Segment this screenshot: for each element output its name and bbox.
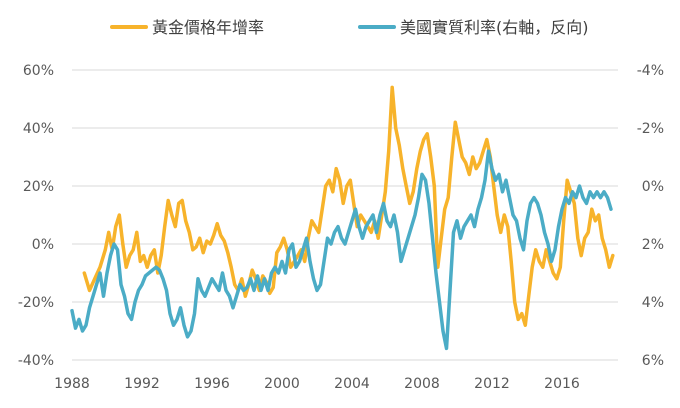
y-right-tick-label: -4% (637, 63, 664, 79)
y-left-tick-label: -20% (18, 295, 54, 311)
x-tick-label: 1988 (54, 376, 90, 392)
series-line-us-real-rate (70, 149, 613, 351)
y-left-tick-label: 40% (23, 121, 54, 137)
y-right-tick-label: 0% (642, 179, 664, 195)
series-line-gold-yoy (82, 85, 615, 327)
x-tick-label: 2000 (264, 376, 300, 392)
legend-label: 黃金價格年增率 (152, 18, 264, 37)
series-layer (70, 85, 615, 351)
x-tick-label: 1996 (194, 376, 230, 392)
x-tick-label: 2012 (474, 376, 510, 392)
y-right-tick-label: 2% (642, 237, 664, 253)
x-tick-label: 2016 (544, 376, 580, 392)
x-tick-label: 2008 (404, 376, 440, 392)
gridlines (72, 69, 618, 361)
y-right-tick-label: 4% (642, 295, 664, 311)
y-right-tick-label: 6% (642, 353, 664, 369)
x-tick-label: 1992 (124, 376, 160, 392)
legend-item: 美國實質利率(右軸，反向) (358, 18, 589, 37)
legend: 黃金價格年增率 美國實質利率(右軸，反向) (110, 18, 589, 37)
y-left-tick-label: 0% (32, 237, 54, 253)
y-left-tick-label: -40% (18, 353, 54, 369)
legend-item: 黃金價格年增率 (110, 18, 264, 37)
y-axis-left: -40% -20% 0% 20% 40% 60% (18, 63, 54, 369)
y-right-tick-label: -2% (637, 121, 664, 137)
y-axis-right: -4% -2% 0% 2% 4% 6% (637, 63, 664, 369)
y-left-tick-label: 20% (23, 179, 54, 195)
legend-label: 美國實質利率(右軸，反向) (400, 18, 589, 37)
x-tick-label: 2004 (334, 376, 370, 392)
y-left-tick-label: 60% (23, 63, 54, 79)
x-axis: 1988 1992 1996 2000 2004 2008 2012 2016 (54, 376, 580, 392)
